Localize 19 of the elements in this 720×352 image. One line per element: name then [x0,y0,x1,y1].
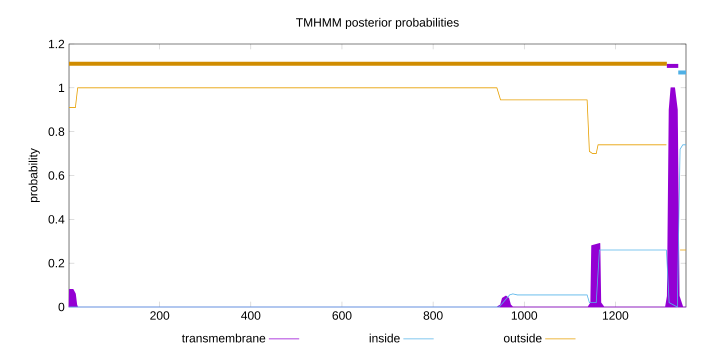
x-tick-label: 1000 [512,311,538,320]
x-tick-label: 1200 [602,311,628,320]
legend-label: transmembrane [182,334,266,342]
chart-title: TMHMM posterior probabilities [296,18,459,30]
x-tick-label: 800 [424,311,443,320]
y-tick-label: 0.2 [48,258,64,268]
legend-label: inside [370,334,400,342]
y-axis-title: probability [28,148,40,202]
y-tick-label: 0.4 [48,215,64,224]
y-tick-label: 1 [58,84,64,92]
y-tick-label: 1.2 [48,40,64,48]
y-tick-label: 0.8 [48,127,64,136]
y-tick-label: 0.6 [48,171,64,180]
line-series [68,144,686,308]
x-tick-label: 400 [241,311,260,320]
legend-label: outside [504,334,542,342]
x-tick-label: 600 [332,311,352,320]
y-tick-label: 0 [58,302,64,312]
x-tick-label: 200 [150,311,170,320]
